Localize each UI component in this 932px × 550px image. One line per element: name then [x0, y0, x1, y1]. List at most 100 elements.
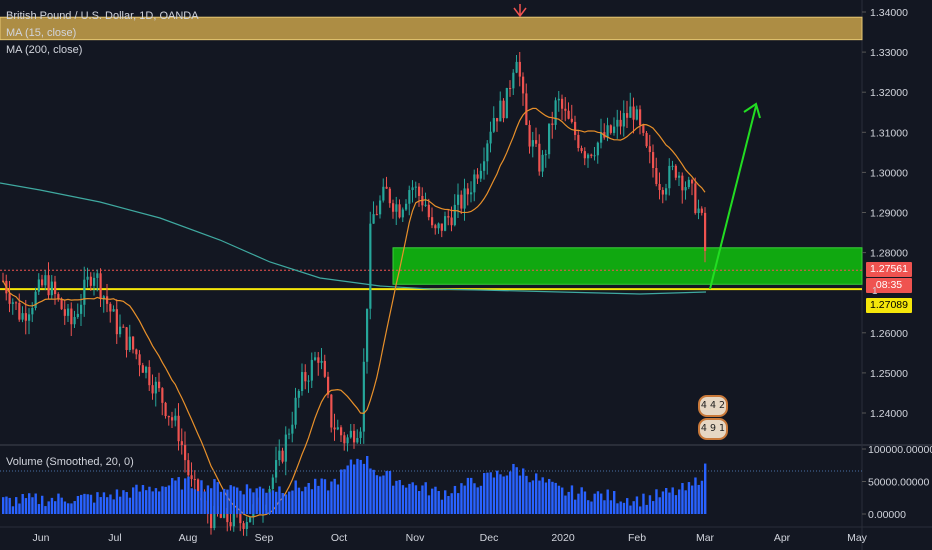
- volume-bar: [37, 504, 41, 514]
- candle-body: [678, 175, 681, 178]
- candle-body: [424, 204, 427, 206]
- volume-bar: [486, 472, 489, 514]
- volume-bar: [164, 486, 167, 514]
- price-tick-label: 1.31000: [870, 127, 908, 139]
- candle-body: [96, 273, 99, 278]
- volume-bar: [96, 492, 99, 514]
- candle-body: [502, 100, 505, 119]
- candle-body: [41, 279, 44, 286]
- volume-bar: [655, 489, 658, 514]
- volume-bar: [229, 485, 232, 514]
- symbol-title[interactable]: British Pound / U.S. Dollar, 1D, OANDA: [6, 10, 199, 22]
- volume-bar: [359, 459, 362, 514]
- volume-bar: [132, 487, 135, 514]
- level-tag: 1.27089: [866, 298, 912, 313]
- candle-body: [346, 437, 349, 444]
- candle-body: [164, 402, 167, 417]
- ma15-path: [2, 107, 706, 518]
- candle-body: [632, 106, 635, 120]
- candle-body: [219, 513, 222, 518]
- volume-bar: [86, 494, 89, 514]
- candle-body: [450, 217, 453, 226]
- candle-body: [440, 223, 443, 231]
- volume-bar: [184, 478, 187, 514]
- ideas-badge-bottom[interactable]: 4 9 1: [698, 418, 728, 440]
- volume-bar: [148, 486, 151, 514]
- volume-bar: [499, 474, 502, 514]
- candle-body: [408, 190, 411, 204]
- ideas-badge-top[interactable]: 4 4 2: [698, 395, 728, 417]
- ma15-legend[interactable]: MA (15, close): [6, 27, 77, 39]
- volume-bar: [551, 481, 554, 514]
- volume-bar: [135, 484, 138, 514]
- volume-bar: [366, 456, 369, 514]
- volume-bar: [470, 477, 473, 514]
- volume-bar: [278, 486, 281, 514]
- candle-body: [483, 161, 486, 171]
- volume-bar: [245, 484, 249, 514]
- volume-bar: [122, 490, 125, 514]
- volume-bar: [158, 491, 161, 514]
- volume-bar: [473, 483, 476, 514]
- candle-body: [665, 188, 668, 195]
- candle-body: [128, 336, 131, 350]
- volume-bar: [369, 468, 372, 514]
- ma200-legend[interactable]: MA (200, close): [6, 44, 83, 56]
- candle-body: [674, 165, 677, 178]
- time-tick-label: May: [847, 532, 868, 544]
- volume-bar: [200, 480, 203, 514]
- candle-body: [561, 98, 564, 109]
- axes: 1.34000 1.33000 1.32000 1.31000 1.30000 1.290…: [33, 7, 932, 544]
- price-tick-label: 1.30000: [870, 167, 908, 179]
- projection-arrow: [709, 105, 757, 290]
- volume-bar: [216, 482, 219, 514]
- volume-bar: [385, 470, 388, 514]
- candle-body: [518, 61, 521, 77]
- candle-body: [600, 132, 603, 143]
- volume-bar: [50, 497, 54, 514]
- volume-bar: [258, 486, 262, 514]
- volume-bar: [440, 499, 444, 514]
- time-tick-label: Sep: [255, 532, 274, 544]
- volume-legend[interactable]: Volume (Smoothed, 20, 0): [6, 456, 134, 468]
- volume-bar: [661, 491, 665, 514]
- volume-bar: [382, 475, 385, 514]
- candle-body: [645, 132, 648, 147]
- volume-bar: [548, 478, 551, 514]
- volume-bar: [67, 503, 70, 514]
- candle-body: [314, 357, 317, 360]
- time-tick-label: Mar: [696, 532, 715, 544]
- candle-body: [119, 326, 122, 335]
- volume-bar: [414, 485, 418, 514]
- volume-bar: [564, 495, 567, 514]
- candle-body: [106, 296, 109, 304]
- candle-body: [509, 88, 512, 90]
- volume-bar: [154, 488, 158, 514]
- candle-body: [382, 186, 385, 201]
- last-price-tag: 1.27561: [866, 262, 912, 277]
- candle-body: [515, 61, 518, 73]
- volume-bar: [567, 491, 570, 514]
- candle-body: [496, 118, 499, 122]
- volume-bar: [323, 479, 327, 514]
- volume-bar: [106, 497, 109, 514]
- price-tick-label: 1.29000: [870, 208, 908, 220]
- volume-bar: [561, 487, 564, 514]
- candle-body: [294, 397, 297, 425]
- candle-body: [47, 275, 50, 296]
- volume-bar: [528, 482, 531, 514]
- candle-body: [76, 313, 79, 318]
- candle-body: [307, 380, 310, 382]
- candle-body: [538, 143, 541, 172]
- candle-body: [372, 214, 375, 224]
- volume-bar: [466, 477, 470, 514]
- volume-bar: [700, 480, 704, 514]
- volume-bar: [249, 488, 252, 514]
- volume-bar: [161, 486, 164, 514]
- candle-body: [613, 126, 616, 133]
- volume-bar: [353, 464, 356, 514]
- candle-body: [525, 93, 528, 125]
- candle-body: [687, 179, 690, 188]
- volume-bar: [177, 477, 180, 514]
